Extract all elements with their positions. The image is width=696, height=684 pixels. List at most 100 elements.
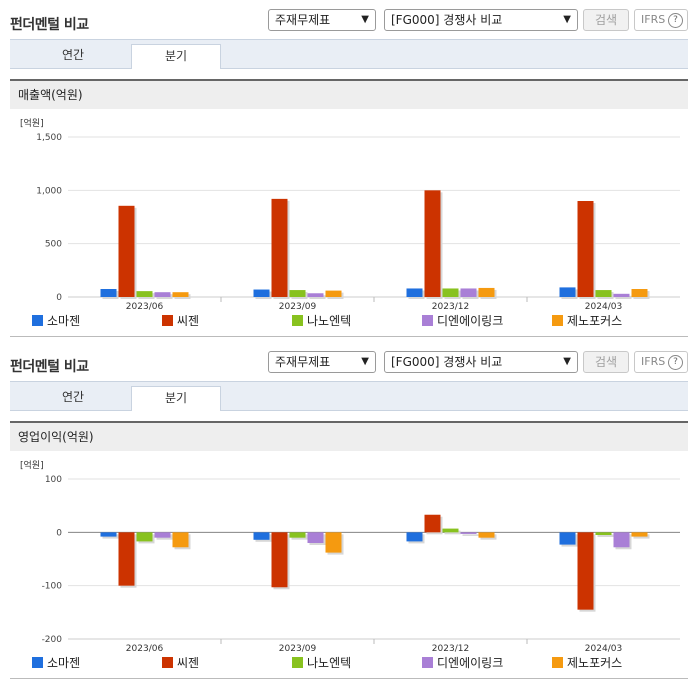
- legend-label: 디엔에이링크: [437, 656, 504, 670]
- legend-swatch: [32, 315, 43, 326]
- operating-profit-chart: [억원] -200 -100 0 100 2023/06 2023/09 2023/12 202…: [20, 459, 680, 652]
- panel-title: 펀더멘털 비교: [10, 359, 89, 375]
- x-tick-label: 2023/06: [126, 302, 164, 310]
- search-button[interactable]: 검색: [583, 351, 629, 373]
- panel-title: 펀더멘털 비교: [10, 17, 89, 33]
- legend-item[interactable]: 디엔에이링크: [422, 654, 503, 671]
- bar: [271, 198, 288, 297]
- legend-item[interactable]: 제노포커스: [552, 654, 622, 671]
- bar: [253, 289, 270, 297]
- y-tick-label: -200: [42, 635, 63, 645]
- unit-label: [억원]: [20, 117, 44, 129]
- ifrs-button[interactable]: IFRS ?: [634, 9, 688, 31]
- ifrs-button[interactable]: IFRS ?: [634, 351, 688, 373]
- tab-annual[interactable]: 연간: [61, 48, 85, 62]
- legend-swatch: [162, 315, 173, 326]
- statement-select-value: 주재무제표: [275, 13, 331, 27]
- legend-item[interactable]: 나노엔텍: [292, 654, 351, 671]
- peer-select-value: [FG000] 경쟁사 비교: [391, 355, 503, 369]
- search-button[interactable]: 검색: [583, 9, 629, 31]
- bar: [172, 532, 189, 548]
- bar-shadow: [615, 295, 632, 299]
- chevron-down-icon: ▼: [563, 14, 571, 25]
- x-tick-label: 2023/12: [432, 302, 469, 310]
- legend-item[interactable]: 씨젠: [162, 654, 199, 671]
- legend-item[interactable]: 소마젠: [32, 654, 80, 671]
- bar: [172, 292, 189, 297]
- y-tick-label: -100: [42, 582, 63, 592]
- statement-select-value: 주재무제표: [275, 355, 331, 369]
- bar: [631, 532, 648, 537]
- bar: [118, 205, 135, 297]
- legend-item[interactable]: 제노포커스: [552, 312, 622, 329]
- section-title: 영업이익(억원): [18, 430, 94, 444]
- bar-shadow: [462, 534, 479, 536]
- bar: [424, 514, 441, 533]
- bar: [442, 528, 459, 533]
- bar: [577, 532, 594, 610]
- legend-swatch: [552, 657, 563, 668]
- legend-swatch: [162, 657, 173, 668]
- bar: [307, 532, 324, 543]
- statement-select[interactable]: 주재무제표 ▼: [268, 9, 376, 31]
- legend-item[interactable]: 나노엔텍: [292, 312, 351, 329]
- bar: [136, 532, 153, 542]
- fundamental-panel-2: 펀더멘털 비교 주재무제표 ▼ [FG000] 경쟁사 비교 ▼ 검색 IFRS…: [0, 342, 696, 684]
- bar: [406, 288, 423, 297]
- y-tick-label: 500: [45, 240, 62, 250]
- y-tick-label: 1,500: [36, 133, 62, 143]
- bar: [460, 288, 477, 297]
- y-tick-label: 0: [56, 293, 62, 303]
- chevron-down-icon: ▼: [361, 14, 369, 25]
- help-icon[interactable]: ?: [668, 355, 683, 370]
- peer-select-value: [FG000] 경쟁사 비교: [391, 13, 503, 27]
- bar: [559, 287, 576, 297]
- legend-item[interactable]: 씨젠: [162, 312, 199, 329]
- legend-label: 나노엔텍: [307, 656, 352, 670]
- bar: [118, 532, 135, 586]
- bar: [631, 289, 648, 297]
- legend-swatch: [552, 315, 563, 326]
- legend-label: 소마젠: [47, 314, 81, 328]
- tab-quarterly[interactable]: 분기: [131, 386, 221, 411]
- legend-label: 나노엔텍: [307, 314, 352, 328]
- section-header: 매출액(억원): [10, 79, 688, 109]
- legend-label: 제노포커스: [567, 314, 623, 328]
- bar-shadow: [309, 295, 326, 299]
- legend-label: 소마젠: [47, 656, 81, 670]
- section-title: 매출액(억원): [18, 88, 83, 102]
- bar: [289, 532, 306, 538]
- section-header: 영업이익(억원): [10, 421, 688, 451]
- bar-shadow: [444, 530, 461, 535]
- unit-label: [억원]: [20, 459, 44, 471]
- bar: [406, 532, 423, 542]
- help-icon[interactable]: ?: [668, 13, 683, 28]
- chevron-down-icon: ▼: [361, 356, 369, 367]
- statement-select[interactable]: 주재무제표 ▼: [268, 351, 376, 373]
- x-tick-label: 2023/12: [432, 644, 469, 652]
- legend-item[interactable]: 디엔에이링크: [422, 312, 503, 329]
- bar: [136, 291, 153, 297]
- chevron-down-icon: ▼: [563, 356, 571, 367]
- tab-quarterly[interactable]: 분기: [131, 44, 221, 69]
- bar: [613, 532, 630, 548]
- bar: [100, 532, 117, 537]
- ifrs-label: IFRS: [641, 13, 666, 26]
- bar: [154, 532, 171, 538]
- bar: [595, 532, 612, 535]
- bar: [478, 532, 495, 538]
- peer-select[interactable]: [FG000] 경쟁사 비교 ▼: [384, 9, 578, 31]
- bar: [325, 290, 342, 297]
- x-tick-label: 2023/09: [279, 644, 317, 652]
- legend-item[interactable]: 소마젠: [32, 312, 80, 329]
- legend-swatch: [292, 315, 303, 326]
- tab-annual[interactable]: 연간: [61, 390, 85, 404]
- x-tick-label: 2024/03: [585, 644, 622, 652]
- peer-select[interactable]: [FG000] 경쟁사 비교 ▼: [384, 351, 578, 373]
- bar-shadow: [597, 534, 614, 537]
- bar: [271, 532, 288, 588]
- bar: [154, 292, 171, 297]
- y-tick-label: 0: [56, 528, 62, 538]
- legend-swatch: [422, 315, 433, 326]
- bar: [613, 293, 630, 297]
